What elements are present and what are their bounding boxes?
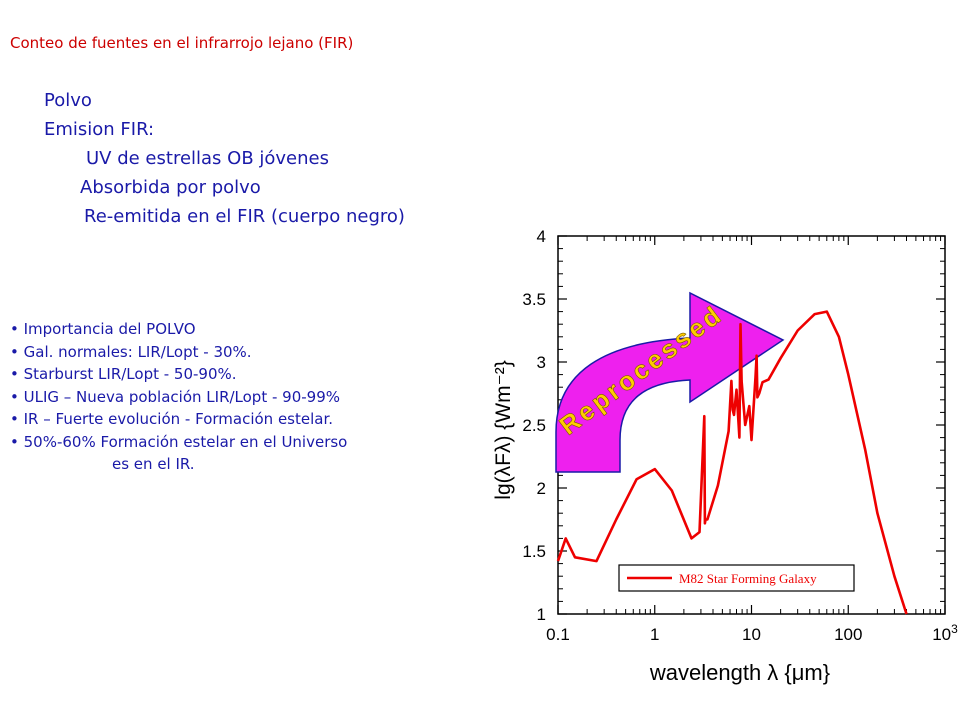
outline-item-absorbida: Absorbida por polvo	[80, 177, 261, 198]
x-tick-label: 10	[742, 625, 761, 644]
y-tick-label: 3.5	[522, 290, 546, 309]
bullet-item: Importancia del POLVO	[10, 318, 347, 341]
chart-legend: M82 Star Forming Galaxy	[618, 564, 855, 592]
x-tick-label: 103	[932, 622, 958, 644]
bullet-item: 50%-60% Formación estelar en el Universo	[10, 431, 348, 454]
legend-label: M82 Star Forming Galaxy	[679, 571, 817, 586]
slide-title: Conteo de fuentes en el infrarrojo lejan…	[10, 34, 354, 52]
axis-labels: wavelength λ {μm} lg(λFλ) {Wm⁻²}	[492, 360, 830, 685]
x-axis-label: wavelength λ {μm}	[649, 660, 830, 685]
outline-item-emision: Emision FIR:	[44, 119, 155, 140]
bullet-continuation: es en el IR.	[112, 455, 195, 473]
reprocessed-arrow: Reprocessed	[553, 291, 785, 473]
y-tick-label: 4	[537, 227, 546, 246]
outline-item-reemitida: Re-emitida en el FIR (cuerpo negro)	[84, 206, 405, 227]
series-line-m82	[556, 310, 908, 615]
x-tick-label: 1	[650, 625, 659, 644]
y-tick-label: 2	[537, 479, 546, 498]
outline: Polvo Emision FIR: UV de estrellas OB jó…	[44, 86, 405, 231]
x-tick-label: 0.1	[546, 625, 570, 644]
outline-item-uv: UV de estrellas OB jóvenes	[86, 148, 329, 169]
y-tick-label: 2.5	[522, 416, 546, 435]
bullet-item: Starburst LIR/Lopt - 50-90%.	[10, 363, 347, 386]
y-tick-label: 1	[537, 605, 546, 624]
bullet-list: Importancia del POLVO Gal. normales: LIR…	[10, 318, 348, 476]
bullet-item: Gal. normales: LIR/Lopt - 30%.	[10, 341, 347, 364]
sed-curve	[556, 310, 908, 615]
arrow-shape	[555, 291, 785, 473]
y-axis-label: lg(λFλ) {Wm⁻²}	[492, 360, 515, 499]
x-tick-label: 100	[834, 625, 862, 644]
bullet-item: ULIG – Nueva población LIR/Lopt - 90-99%	[10, 386, 347, 409]
y-tick-label: 1.5	[522, 542, 546, 561]
bullet-item: IR – Fuerte evolución - Formación estela…	[10, 408, 347, 431]
y-tick-label: 3	[537, 353, 546, 372]
outline-item-polvo: Polvo	[44, 90, 92, 111]
